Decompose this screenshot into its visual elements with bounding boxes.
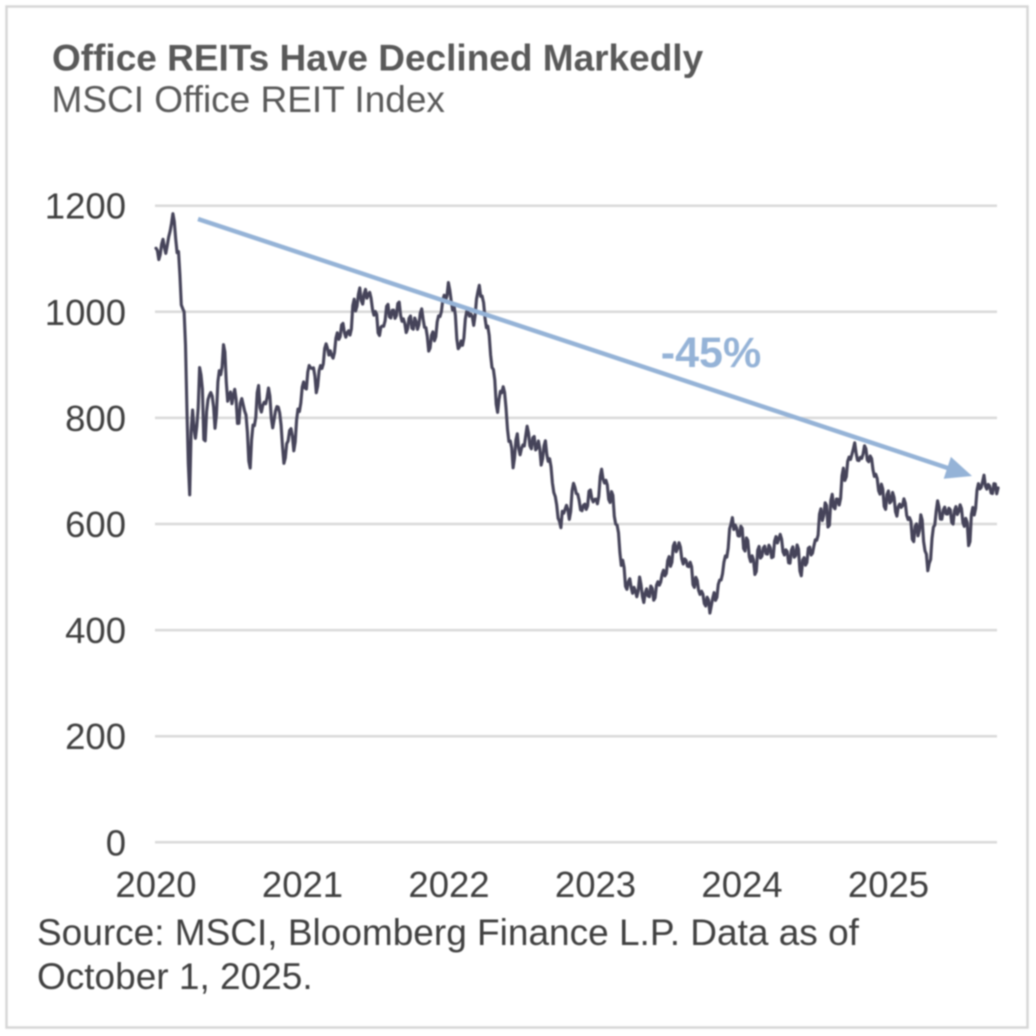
svg-text:200: 200 [65, 716, 126, 757]
svg-text:Source: MSCI, Bloomberg Financ: Source: MSCI, Bloomberg Finance L.P. Dat… [37, 912, 860, 953]
svg-text:MSCI Office REIT Index: MSCI Office REIT Index [52, 79, 446, 120]
svg-text:2025: 2025 [848, 864, 929, 905]
svg-text:1200: 1200 [45, 186, 126, 227]
svg-text:0: 0 [106, 822, 126, 863]
svg-text:Office REITs Have Declined Mar: Office REITs Have Declined Markedly [52, 38, 704, 79]
svg-text:2024: 2024 [701, 864, 782, 905]
svg-text:2023: 2023 [555, 864, 636, 905]
svg-text:600: 600 [65, 504, 126, 545]
svg-text:2022: 2022 [408, 864, 489, 905]
svg-text:2020: 2020 [115, 864, 196, 905]
svg-text:800: 800 [65, 398, 126, 439]
svg-text:1000: 1000 [45, 292, 126, 333]
svg-text:2021: 2021 [262, 864, 343, 905]
svg-text:400: 400 [65, 610, 126, 651]
svg-text:-45%: -45% [661, 329, 761, 377]
svg-text:October 1, 2025.: October 1, 2025. [37, 956, 313, 997]
